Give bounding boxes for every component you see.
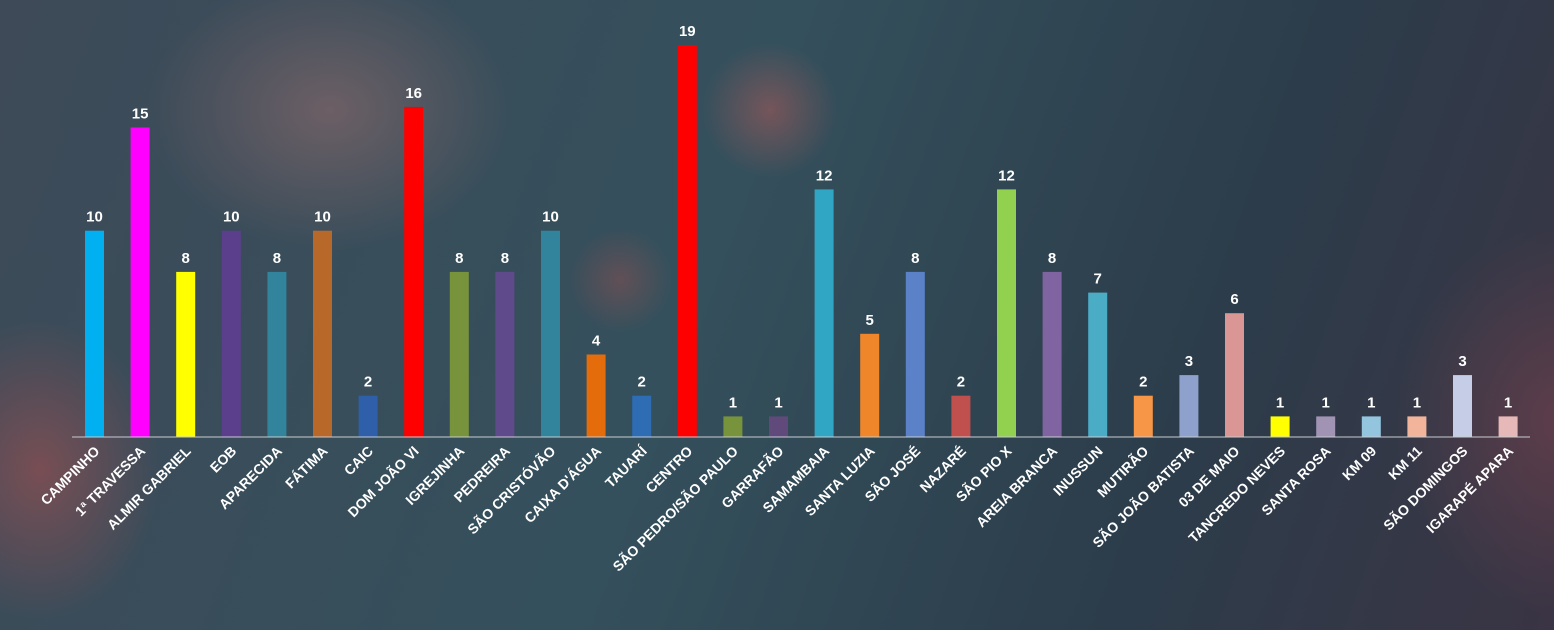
bar [1133,395,1153,437]
data-label: 2 [364,374,372,391]
bar [997,189,1016,437]
data-label: 1 [1322,394,1330,411]
x-tick-label: CAIC [341,443,377,479]
bar [358,395,378,437]
data-label: 19 [679,23,696,40]
bar [1453,375,1472,437]
bar [176,271,196,437]
bar [1316,416,1336,437]
data-label: 6 [1230,291,1238,308]
data-label: 15 [132,106,149,123]
data-label: 2 [638,374,646,391]
data-label: 5 [866,312,874,329]
bar [1225,313,1244,437]
bar [723,416,743,437]
data-label: 1 [729,394,737,411]
bar [769,416,788,437]
data-label: 7 [1094,271,1102,288]
data-label: 4 [592,333,601,350]
bar [586,354,606,437]
bar [495,271,515,437]
data-label: 1 [774,394,782,411]
data-label: 10 [314,209,331,226]
x-tick-label: IGARAPÉ APARA [1423,443,1516,536]
data-label: 3 [1458,353,1466,370]
bar [85,230,104,437]
data-label: 12 [816,167,833,184]
data-label: 10 [542,209,559,226]
x-tick-label: EOB [207,443,240,476]
data-label: 2 [1139,374,1147,391]
x-tick-label: FÁTIMA [282,443,331,492]
data-label: 1 [1413,394,1421,411]
bar [1088,292,1108,437]
data-label: 12 [998,167,1015,184]
x-tick-label: SÃO CRISTÓVÃO [464,442,559,537]
x-tick-label: KM 11 [1385,443,1425,483]
bar [814,189,834,437]
bar [1270,416,1290,437]
data-label: 1 [1276,394,1284,411]
bar [449,271,469,437]
x-tick-label: AREIA BRANCA [973,443,1060,530]
x-tick-label: KM 09 [1339,443,1380,484]
data-label: 8 [455,250,463,267]
data-label: 3 [1185,353,1193,370]
data-label: 1 [1504,394,1512,411]
bar [905,271,925,437]
data-label: 8 [182,250,190,267]
bars-layer [85,45,1518,438]
bar [221,230,241,437]
data-label: 1 [1367,394,1375,411]
bar [1407,416,1427,437]
data-label: 8 [273,250,281,267]
bar [860,333,880,437]
data-label: 16 [405,85,422,102]
bar [404,106,424,438]
bar [313,230,332,437]
bar [1042,271,1062,437]
bar [1498,416,1518,437]
bar [632,395,652,437]
value-labels-layer: 10 15 8 10 8 10 2 16 8 8 10 4 2 19 1 1 12 5 8 2 12 8 7 2 3 6 1 1 1 1 3… [86,23,1512,411]
data-label: 8 [1048,250,1056,267]
bar [541,230,560,437]
data-label: 10 [86,209,103,226]
bar [130,127,150,437]
bar [1179,375,1199,437]
data-label: 2 [957,374,965,391]
x-tick-label: ALMIR GABRIEL [104,442,194,532]
x-tick-label: SÃO DOMINGOS [1379,442,1470,533]
data-label: 8 [911,250,919,267]
bar [951,395,971,437]
bar [677,45,697,437]
data-label: 8 [501,250,509,267]
bar [1361,416,1381,437]
data-label: 10 [223,209,240,226]
bar [267,271,287,437]
